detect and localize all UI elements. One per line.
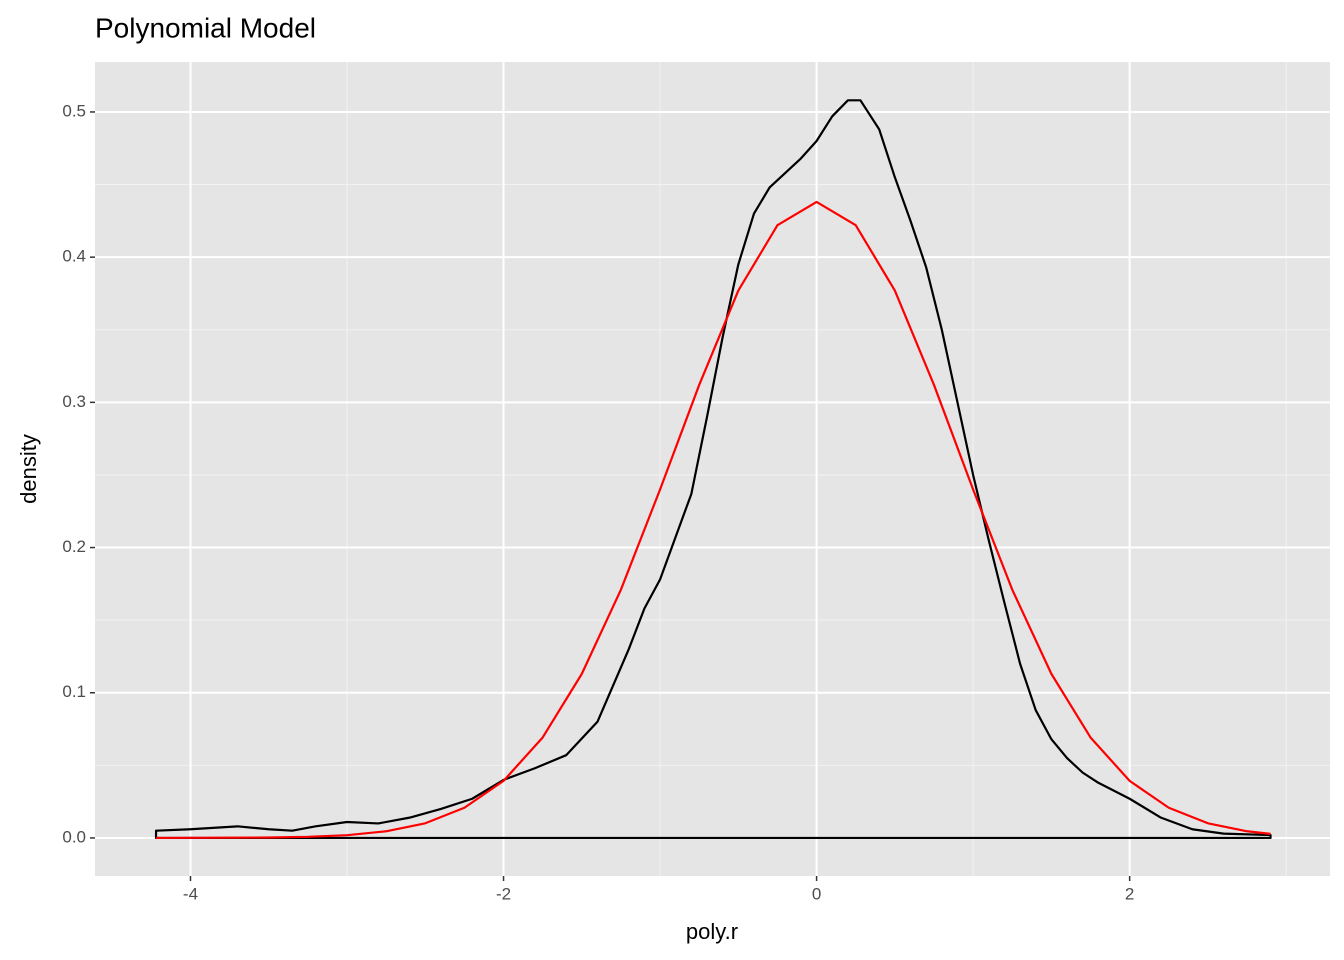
y-tick-label: 0.5 <box>62 101 86 120</box>
x-tick-label: 0 <box>812 884 821 903</box>
y-tick-label: 0.1 <box>62 682 86 701</box>
y-tick-label: 0.2 <box>62 537 86 556</box>
chart-title: Polynomial Model <box>95 12 316 43</box>
x-tick-label: -4 <box>183 884 198 903</box>
y-tick-label: 0.0 <box>62 827 86 846</box>
panel <box>95 62 1330 876</box>
x-tick-label: 2 <box>1125 884 1134 903</box>
y-tick-label: 0.3 <box>62 392 86 411</box>
y-tick-label: 0.4 <box>62 247 86 266</box>
x-tick-label: -2 <box>496 884 511 903</box>
density-line <box>156 200 1271 840</box>
density-line <box>154 99 1272 840</box>
x-axis-label: poly.r <box>686 919 738 944</box>
y-axis-label: density <box>16 434 41 504</box>
